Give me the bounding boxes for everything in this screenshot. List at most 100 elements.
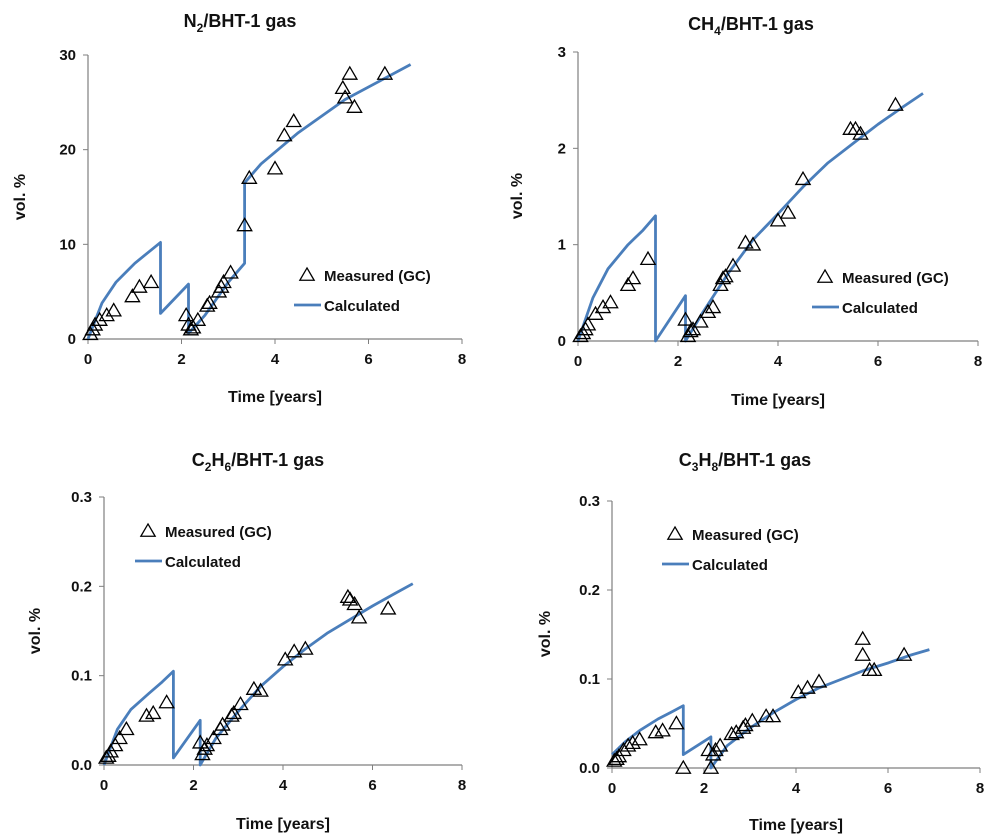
measured-point [624,734,641,749]
calculated-series-line [576,92,924,343]
measured-point [232,695,249,711]
y-axis-title: vol. % [27,608,44,654]
measured-point [201,294,218,309]
measured-point [615,741,632,757]
measured-point [144,704,162,720]
measured-point [350,609,368,624]
measured-point [631,731,648,746]
x-tick-label: 2 [177,351,185,368]
measured-point [341,65,359,80]
measured-point [346,595,363,611]
measured-point [684,321,702,336]
legend: Measured (GC) Calculated [812,268,949,317]
x-tick-label: 8 [458,777,466,794]
calculated-series-line [102,582,414,767]
x-tick-label: 0 [574,353,582,370]
legend: Measured (GC) Calculated [135,522,272,571]
measured-point [276,651,294,666]
x-tick-label: 8 [458,351,466,368]
x-axis-title: Time [years] [749,817,843,834]
measured-point [285,112,302,128]
y-tick-label: 0.1 [71,668,92,685]
y-tick-label: 0.2 [71,578,92,595]
measured-point [606,752,623,767]
measured-point [189,311,207,326]
x-tick-label: 4 [271,351,280,368]
chart-panel-2: 0 2 4 6 8 0 1 2 3 CH4/BHT-1 gas Time [years] vol. %… [509,14,982,409]
measured-point [675,759,692,774]
y-tick-label: 0.3 [71,489,92,506]
measured-point [717,268,734,283]
measured-point [714,270,732,285]
measured-point [106,737,124,752]
measured-point [142,273,160,289]
y-tick-label: 2 [558,140,566,157]
measured-point [737,234,754,249]
measured-point [105,302,122,317]
chart-title: N2/BHT-1 gas [184,11,297,35]
y-tick-label: 3 [558,44,566,61]
measured-point [118,720,135,736]
measured-point [336,89,354,104]
legend-label-measured: Measured (GC) [692,527,799,544]
y-tick-label: 0.1 [579,671,600,688]
measured-point [602,294,619,309]
measured-point [579,316,597,331]
y-axis-title: vol. % [509,173,526,219]
chart-title: CH4/BHT-1 gas [688,14,814,38]
x-tick-label: 6 [874,353,882,370]
measured-point [810,673,828,688]
measured-point [346,98,363,113]
measured-point [191,734,209,749]
measured-point [124,288,141,303]
measured-point [764,708,782,723]
chart-panel-1: 0 2 4 6 8 0 10 20 30 N2/BHT-1 gas Time [years] vol.… [12,11,466,406]
measured-point [214,716,231,731]
x-axis-title: Time [years] [228,389,322,406]
measured-point [177,307,195,322]
y-tick-label: 10 [59,236,76,253]
legend-triangle-icon [816,268,834,283]
measured-point [111,729,128,745]
legend-label-calculated: Calculated [692,557,768,574]
measured-point [624,270,642,285]
measured-point [276,127,293,142]
y-tick-label: 0 [558,333,566,350]
legend-triangle-icon [139,522,157,537]
measured-point [682,323,699,338]
measured-point [131,278,148,293]
legend: Measured (GC) Calculated [662,525,799,574]
measured-point [699,303,717,319]
measured-point [225,704,243,720]
measured-point [86,316,104,331]
y-axis-title: vol. % [12,174,29,220]
measured-point [236,217,253,232]
measured-point [737,716,754,732]
measured-point [647,724,664,739]
measured-point [654,722,671,737]
measured-point [779,204,797,219]
measured-point [91,311,108,326]
legend-label-calculated: Calculated [165,554,241,571]
y-tick-label: 0 [68,331,76,348]
measured-point [285,643,303,658]
measured-point [639,250,657,266]
measured-point [842,120,859,135]
x-tick-label: 2 [674,353,682,370]
measured-point [724,257,742,272]
x-tick-label: 6 [368,777,376,794]
x-tick-label: 2 [700,780,708,797]
measured-point [702,759,720,774]
chart-panel-3: 0 2 4 6 8 0.0 0.1 0.2 0.3 C2H6/BHT-1 gas Time [yea… [27,450,466,833]
measured-point [692,313,709,328]
measured-point [379,600,397,615]
measured-point [677,311,694,326]
chart-panel-4: 0 2 4 6 8 0.0 0.1 0.2 0.3 C3H8/BHT-1 gas Time [yea… [537,450,984,834]
measured-point [334,79,352,95]
measured-point [865,661,883,677]
measured-point [711,737,729,752]
measured-point [794,170,812,186]
measured-point [854,646,871,661]
legend-label-measured: Measured (GC) [165,524,272,541]
